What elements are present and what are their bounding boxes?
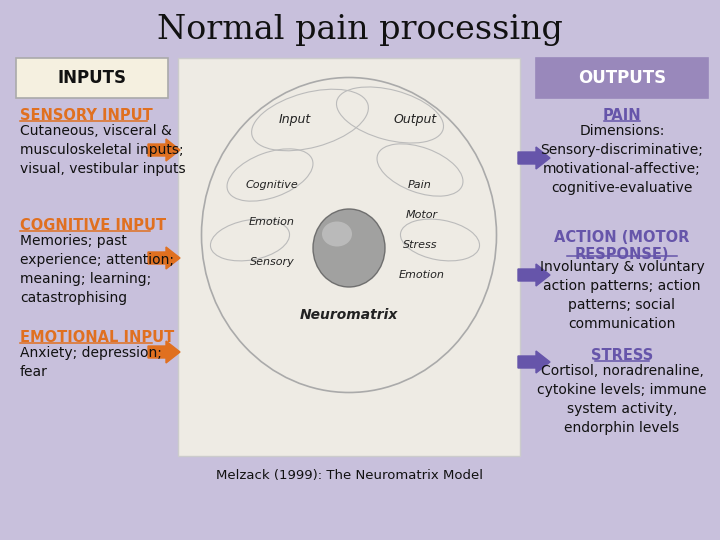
Text: Cortisol, noradrenaline,
cytokine levels; immune
system activity,
endorphin leve: Cortisol, noradrenaline, cytokine levels… — [537, 364, 707, 435]
Text: Emotion: Emotion — [399, 270, 445, 280]
FancyArrow shape — [148, 247, 180, 269]
Text: Involuntary & voluntary
action patterns; action
patterns; social
communication: Involuntary & voluntary action patterns;… — [539, 260, 704, 331]
Ellipse shape — [313, 209, 385, 287]
Text: Dimensions:
Sensory-discriminative;
motivational-affective;
cognitive-evaluative: Dimensions: Sensory-discriminative; moti… — [541, 124, 703, 195]
FancyArrow shape — [518, 147, 550, 169]
Text: Normal pain processing: Normal pain processing — [157, 14, 563, 46]
Text: OUTPUTS: OUTPUTS — [578, 69, 666, 87]
Text: ACTION (MOTOR
RESPONSE): ACTION (MOTOR RESPONSE) — [554, 230, 690, 262]
FancyBboxPatch shape — [178, 58, 520, 456]
Text: Melzack (1999): The Neuromatrix Model: Melzack (1999): The Neuromatrix Model — [215, 469, 482, 482]
Text: Memories; past
experience; attention;
meaning; learning;
catastrophising: Memories; past experience; attention; me… — [20, 234, 174, 305]
FancyBboxPatch shape — [536, 58, 708, 98]
Text: STRESS: STRESS — [591, 348, 653, 363]
FancyArrow shape — [518, 264, 550, 286]
Text: COGNITIVE INPUT: COGNITIVE INPUT — [20, 218, 166, 233]
Text: EMOTIONAL INPUT: EMOTIONAL INPUT — [20, 330, 174, 345]
Text: PAIN: PAIN — [603, 108, 642, 123]
Text: Motor: Motor — [406, 210, 438, 220]
Ellipse shape — [322, 221, 352, 246]
Text: Stress: Stress — [402, 240, 437, 250]
FancyBboxPatch shape — [16, 58, 168, 98]
Text: Anxiety; depression;
fear: Anxiety; depression; fear — [20, 346, 162, 379]
Text: Cutaneous, visceral &
musculoskeletal inputs;
visual, vestibular inputs: Cutaneous, visceral & musculoskeletal in… — [20, 124, 186, 176]
Text: Output: Output — [393, 113, 436, 126]
FancyArrow shape — [148, 139, 180, 161]
Text: SENSORY INPUT: SENSORY INPUT — [20, 108, 153, 123]
FancyArrow shape — [148, 341, 180, 363]
Text: Emotion: Emotion — [249, 217, 295, 227]
Text: Input: Input — [279, 113, 311, 126]
Text: INPUTS: INPUTS — [58, 69, 127, 87]
Text: Cognitive: Cognitive — [246, 180, 298, 190]
Text: Neuromatrix: Neuromatrix — [300, 308, 398, 322]
Text: Pain: Pain — [408, 180, 432, 190]
Text: Sensory: Sensory — [250, 257, 294, 267]
FancyArrow shape — [518, 351, 550, 373]
